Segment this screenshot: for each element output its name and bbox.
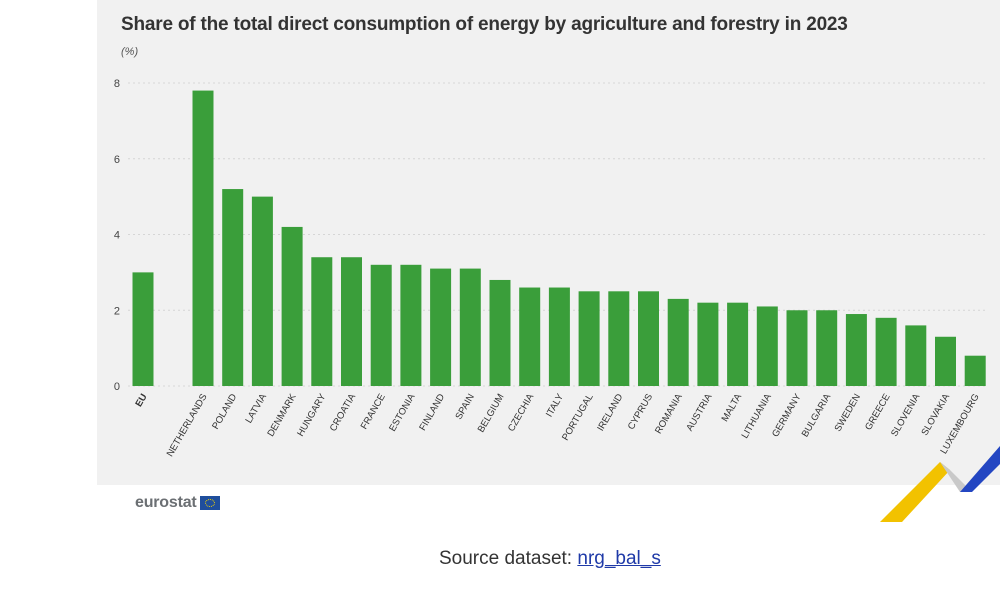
bar-italy[interactable]	[548, 287, 570, 386]
x-tick-label: HUNGARY	[295, 391, 329, 438]
y-tick-label: 6	[114, 154, 120, 166]
x-tick-label: ESTONIA	[387, 391, 418, 433]
x-tick-label: ROMANIA	[653, 391, 685, 435]
bar-estonia[interactable]	[400, 264, 422, 386]
bar-czechia[interactable]	[519, 287, 541, 386]
x-tick-label: CROATIA	[328, 391, 359, 433]
bar-france[interactable]	[370, 264, 392, 386]
x-tick-label: CZECHIA	[506, 391, 537, 433]
x-tick-label: EU	[133, 392, 149, 409]
x-tick-label: GERMANY	[770, 391, 804, 439]
x-tick-label: BELGIUM	[476, 392, 507, 435]
unit-label: (%)	[121, 46, 139, 58]
bar-malta[interactable]	[727, 302, 749, 386]
bar-poland[interactable]	[222, 189, 244, 386]
x-tick-label: LATVIA	[243, 391, 269, 425]
x-tick-label: SPAIN	[453, 392, 476, 422]
bar-germany[interactable]	[786, 310, 808, 386]
y-tick-label: 0	[114, 381, 120, 393]
bar-denmark[interactable]	[281, 226, 303, 386]
x-tick-label: SLOVAKIA	[919, 391, 952, 437]
logo-text: eurostat	[135, 494, 197, 511]
x-tick-label: GREECE	[863, 392, 893, 432]
source-dataset-link[interactable]: nrg_bal_s	[577, 548, 661, 569]
x-tick-label: DENMARK	[265, 391, 299, 438]
bar-latvia[interactable]	[251, 196, 273, 386]
source-label: Source dataset:	[439, 548, 578, 569]
chart-panel	[97, 0, 1000, 485]
x-tick-label: AUSTRIA	[684, 391, 714, 433]
bar-slovakia[interactable]	[935, 336, 956, 386]
x-tick-label: SWEDEN	[833, 392, 863, 434]
x-tick-label: ITALY	[544, 391, 566, 419]
y-tick-label: 8	[114, 78, 120, 90]
bar-bulgaria[interactable]	[816, 310, 838, 386]
bar-romania[interactable]	[667, 298, 689, 386]
bar-chart: 0 2 4 6 8 EU NETHERLANDS POLAND LATVIADENMARKHU…	[114, 78, 986, 459]
chart-title: Share of the total direct consumption of…	[121, 14, 848, 35]
y-ticks: 0 2 4 6 8	[114, 78, 120, 393]
x-tick-label: IRELAND	[595, 392, 625, 433]
x-tick-label: PORTUGAL	[560, 392, 596, 443]
bar-slovenia[interactable]	[905, 325, 927, 386]
bar-portugal[interactable]	[578, 291, 600, 386]
decorative-chevron-graphic	[880, 446, 1000, 522]
bar-finland[interactable]	[430, 268, 452, 386]
x-tick-label: FRANCE	[359, 392, 388, 431]
bar-luxembourg[interactable]	[964, 355, 986, 386]
bar-belgium[interactable]	[489, 279, 511, 386]
bar-cyprus[interactable]	[638, 291, 659, 386]
bar-croatia[interactable]	[341, 257, 362, 386]
x-tick-label: BULGARIA	[800, 391, 834, 439]
bars	[132, 90, 986, 386]
bar-hungary[interactable]	[311, 257, 333, 386]
x-tick-label: POLAND	[210, 392, 239, 431]
bar-spain[interactable]	[459, 268, 481, 386]
x-tick-label: NETHERLANDS	[165, 392, 210, 459]
bar-netherlands[interactable]	[192, 90, 214, 386]
x-tick-label: MALTA	[720, 391, 745, 423]
eu-flag-icon	[199, 496, 220, 510]
bar-austria[interactable]	[697, 302, 719, 386]
bar-lithuania[interactable]	[756, 306, 778, 386]
x-tick-label: LITHUANIA	[740, 391, 775, 440]
bar-ireland[interactable]	[608, 291, 630, 386]
y-tick-label: 2	[114, 305, 120, 317]
bar-greece[interactable]	[875, 317, 897, 386]
bar-eu[interactable]	[132, 272, 154, 386]
bar-sweden[interactable]	[845, 314, 867, 386]
x-tick-label: CYPRUS	[626, 392, 655, 432]
x-tick-label: FINLAND	[417, 392, 447, 433]
eurostat-logo: eurostat	[135, 494, 220, 512]
y-tick-label: 4	[114, 230, 120, 242]
source-line: Source dataset: nrg_bal_s	[439, 548, 661, 570]
x-tick-label: SLOVENIA	[889, 391, 923, 438]
